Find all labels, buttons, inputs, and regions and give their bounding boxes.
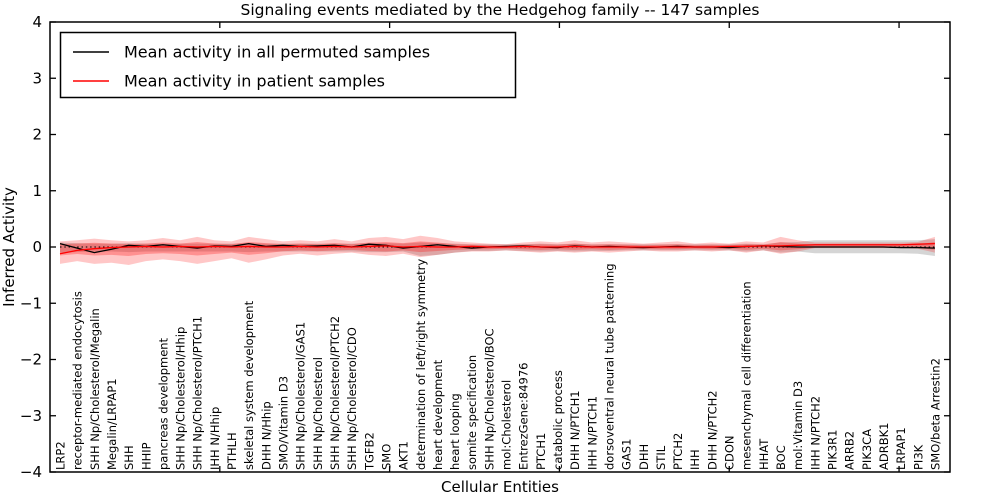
x-category-label: receptor-mediated endocytosis (71, 291, 85, 470)
x-category-label: DHH N/PTCH2 (705, 390, 719, 470)
patient-band-outer (60, 235, 935, 265)
y-tick-label: −4 (20, 463, 42, 481)
x-category-label: PTCH2 (671, 433, 685, 470)
x-category-label: IHH (688, 449, 702, 470)
x-category-label: LRPAP1 (894, 427, 908, 470)
y-axis-label: Inferred Activity (0, 187, 18, 307)
x-category-label: STIL (654, 445, 668, 470)
x-category-label: ARRB2 (843, 431, 857, 470)
y-tick-label: 4 (32, 13, 42, 31)
x-category-labels: LRP2 receptor-mediated endocytosis SHH Np/… (54, 259, 943, 471)
x-category-label: SHH Np/Cholesterol/Hhip (174, 327, 188, 470)
x-category-label: IHH N/PTCH1 (585, 396, 599, 470)
x-category-label: HHAT (757, 438, 771, 470)
x-category-label: heart development (431, 359, 445, 470)
x-category-label: SHH Np/Cholesterol/CDO (345, 327, 359, 470)
x-category-label: mol:Cholesterol (500, 380, 514, 470)
x-category-label: PTCH1 (534, 433, 548, 470)
series-lines (59, 242, 935, 255)
y-tick-label: −1 (20, 294, 42, 312)
x-category-label: BOC (774, 445, 788, 470)
x-category-label: determination of left/right symmetry (414, 259, 428, 470)
legend-label-patient-samples: Mean activity in patient samples (124, 72, 385, 91)
x-category-label: PIK3CA (860, 429, 874, 470)
y-tick-label: −2 (20, 351, 42, 369)
x-category-label: mesenchymal cell differentiation (740, 281, 754, 470)
x-category-label: dorsoventral neural tube patterning (602, 263, 616, 470)
x-category-label: somite specification (465, 355, 479, 470)
x-category-label: HHIP (139, 442, 153, 470)
x-category-label: SMO (379, 444, 393, 470)
legend-box (59, 31, 517, 99)
x-category-label: skeletal system development (242, 300, 256, 470)
x-category-label: ADRBK1 (877, 423, 891, 470)
x-category-label: SHH Np/Cholesterol/Megalin (88, 308, 102, 470)
x-category-label: heart looping (448, 393, 462, 470)
x-category-label: Megalin/LRPAP1 (105, 378, 119, 470)
x-category-label: TGFB2 (362, 432, 376, 471)
x-category-label: pancreas development (156, 337, 170, 470)
x-category-label: SHH Np/Cholesterol/PTCH1 (191, 316, 205, 470)
x-category-label: IHH N/PTCH2 (808, 396, 822, 470)
x-category-label: DHH N/Hhip (259, 401, 273, 470)
x-category-label: catabolic process (551, 370, 565, 470)
legend-label-permuted-samples: Mean activity in all permuted samples (124, 43, 430, 62)
x-category-label: SHH Np/Cholesterol (311, 357, 325, 470)
patient-mean-line (59, 242, 935, 255)
x-category-label: EntrezGene:84976 (517, 363, 531, 470)
chart-title: Signaling events mediated by the Hedgeho… (241, 1, 760, 19)
x-category-label: IHH N/Hhip (208, 407, 222, 470)
confidence-bands (60, 235, 935, 265)
x-category-label: DHH (637, 444, 651, 470)
y-tick-label: −3 (20, 407, 42, 425)
axis-ticks: 4 3 2 1 0 −1 −2 −3 −4 (20, 13, 950, 481)
x-category-label: CDON (723, 435, 737, 470)
x-category-label: PIK3R1 (825, 430, 839, 471)
x-category-label: SHH Np/Cholesterol/BOC (482, 328, 496, 470)
legend: Mean activity in all permuted samples Me… (59, 31, 517, 99)
x-category-label: SMO/beta Arrestin2 (928, 358, 942, 470)
x-category-label: AKT1 (397, 441, 411, 470)
x-category-label: PI3K (911, 444, 925, 470)
x-category-label: SHH Np/Cholesterol/PTCH2 (328, 316, 342, 470)
y-tick-label: 0 (32, 238, 42, 256)
y-tick-label: 1 (32, 182, 42, 200)
x-category-label: SMO/Vitamin D3 (277, 376, 291, 470)
x-axis-label: Cellular Entities (441, 478, 559, 496)
y-tick-label: 3 (32, 69, 42, 87)
x-category-label: SHH (122, 445, 136, 470)
x-category-label: GAS1 (620, 439, 634, 470)
y-tick-label: 2 (32, 126, 42, 144)
x-category-label: DHH N/PTCH1 (568, 390, 582, 470)
x-category-label: mol:Vitamin D3 (791, 381, 805, 470)
x-category-label: PTHLH (225, 432, 239, 470)
x-category-label: LRP2 (54, 441, 68, 470)
x-category-label: SHH Np/Cholesterol/GAS1 (294, 322, 308, 470)
